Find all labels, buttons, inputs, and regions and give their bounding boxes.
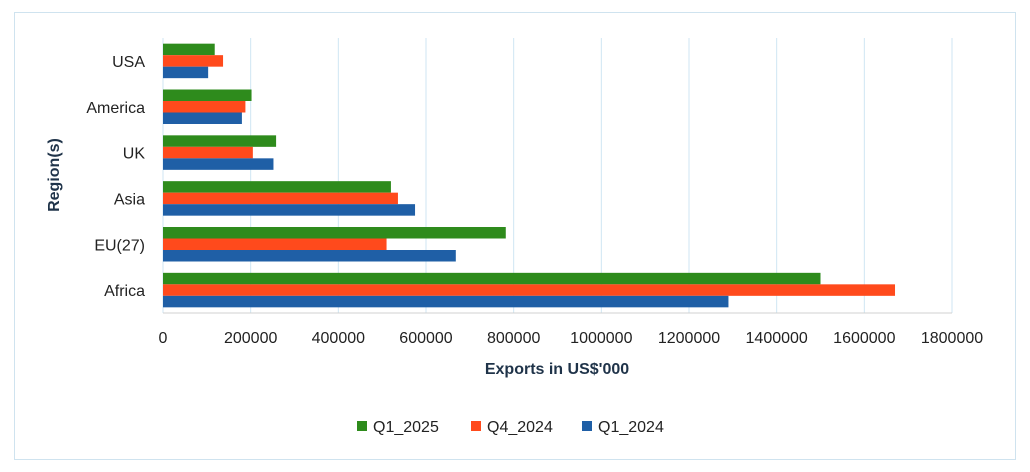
bar-q1_2024-america (163, 112, 242, 124)
bar-q4_2024-africa (163, 284, 896, 296)
y-tick-label: Asia (114, 191, 145, 208)
y-tick-label: UK (123, 146, 146, 163)
x-tick-label: 200000 (224, 330, 277, 347)
legend-swatch-q4_2024 (471, 421, 481, 431)
legend: Q1_2025 Q4_2024 Q1_2024 (357, 419, 664, 436)
bar-q4_2024-usa (163, 55, 224, 67)
x-tick-label: 0 (159, 330, 168, 347)
y-tick-labels: USA America UK Asia EU(27) Africa (86, 54, 145, 300)
y-tick-label: America (86, 100, 145, 117)
x-tick-label: 1200000 (658, 330, 720, 347)
x-tick-label: 1000000 (570, 330, 632, 347)
x-tick-labels: 0 200000 400000 600000 800000 1000000 1200000 1… (159, 330, 984, 347)
x-tick-label: 800000 (487, 330, 540, 347)
y-tick-label: Africa (104, 283, 145, 300)
legend-label-q1_2024: Q1_2024 (598, 419, 664, 436)
bar-q1_2025-asia (163, 181, 391, 193)
legend-swatch-q1_2025 (357, 421, 367, 431)
bar-q1_2024-uk (163, 158, 274, 170)
bar-q1_2025-eu27 (163, 227, 506, 239)
legend-label-q1_2025: Q1_2025 (373, 419, 439, 436)
bar-q4_2024-asia (163, 192, 398, 205)
bar-q1_2025-africa (163, 272, 821, 285)
bar-q1_2024-eu27 (163, 250, 456, 262)
bar-q1_2025-usa (163, 43, 215, 56)
y-tick-label: EU(27) (94, 237, 145, 254)
x-tick-label: 600000 (399, 330, 452, 347)
x-tick-label: 1400000 (746, 330, 808, 347)
bar-q1_2024-asia (163, 204, 416, 216)
bar-q4_2024-uk (163, 146, 253, 159)
gridlines (162, 38, 953, 314)
bar-q4_2024-eu27 (163, 238, 387, 250)
bar-q1_2024-africa (163, 295, 729, 308)
bar-q1_2025-uk (163, 135, 277, 147)
y-axis-title: Region(s) (46, 138, 63, 212)
legend-swatch-q1_2024 (582, 421, 592, 431)
x-tick-label: 400000 (312, 330, 365, 347)
x-tick-label: 1800000 (921, 330, 983, 347)
bar-q4_2024-america (163, 101, 246, 113)
bars (163, 43, 896, 308)
y-tick-label: USA (112, 54, 145, 71)
bar-q1_2025-america (163, 89, 252, 101)
x-axis-title: Exports in US$'000 (485, 361, 629, 378)
bar-q1_2024-usa (163, 66, 209, 79)
x-tick-label: 1600000 (833, 330, 895, 347)
legend-label-q4_2024: Q4_2024 (487, 419, 553, 436)
